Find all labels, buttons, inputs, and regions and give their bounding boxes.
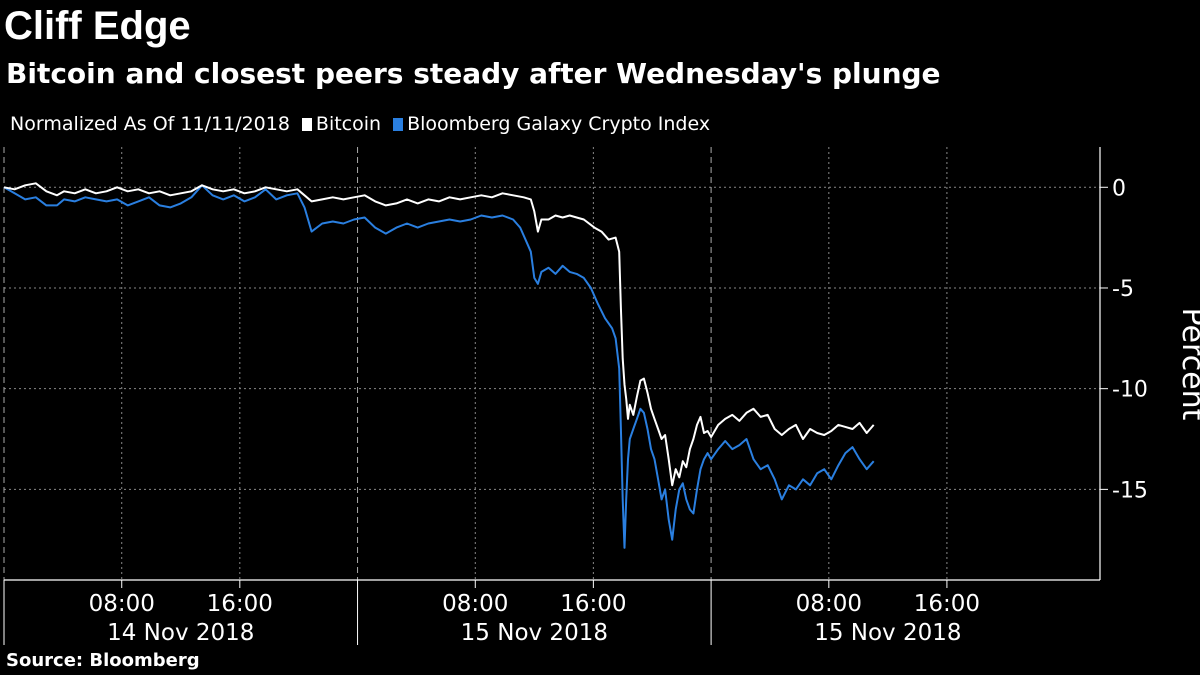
legend-swatch-bitcoin	[301, 117, 312, 131]
chart-title: Cliff Edge	[4, 4, 191, 48]
y-tick-label: -5	[1112, 277, 1134, 302]
x-tick-label: 16:00	[560, 591, 626, 617]
y-tick-label: 0	[1112, 176, 1126, 201]
x-day-label: 15 Nov 2018	[814, 620, 961, 646]
y-tick-label: -10	[1112, 378, 1148, 403]
x-day-label: 14 Nov 2018	[107, 620, 254, 646]
legend-label-bitcoin: Bitcoin	[315, 113, 382, 135]
x-tick-label: 08:00	[442, 591, 508, 617]
x-tick-label: 08:00	[796, 591, 862, 617]
chart-subtitle: Bitcoin and closest peers steady after W…	[6, 57, 941, 90]
legend-swatch-galaxy-index	[393, 117, 404, 131]
x-tick-label: 16:00	[914, 591, 980, 617]
x-tick-label: 08:00	[89, 591, 155, 617]
x-day-label: 15 Nov 2018	[461, 620, 608, 646]
series-line-bloomberg-galaxy-crypto-index	[3, 184, 875, 549]
legend-note: Normalized As Of 11/11/2018	[10, 113, 290, 135]
x-tick-label: 16:00	[207, 591, 273, 617]
source-note: Source: Bloomberg	[6, 650, 200, 671]
series-line-bitcoin	[3, 182, 875, 487]
y-axis-label: Percent	[1175, 308, 1200, 421]
legend: Normalized As Of 11/11/2018 Bitcoin Bloo…	[10, 110, 710, 138]
y-tick-label: -15	[1112, 478, 1148, 503]
legend-label-galaxy-index: Bloomberg Galaxy Crypto Index	[407, 113, 711, 135]
